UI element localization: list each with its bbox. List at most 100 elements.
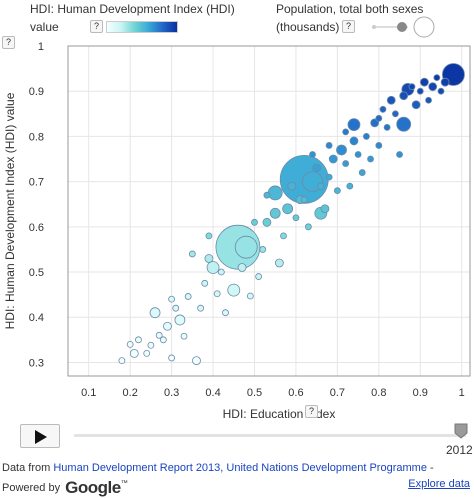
data-point[interactable] (396, 116, 412, 132)
data-point[interactable] (251, 218, 258, 226)
data-point[interactable] (280, 232, 287, 240)
data-point[interactable] (342, 128, 350, 136)
data-point[interactable] (379, 105, 387, 113)
data-point[interactable] (259, 246, 267, 253)
play-button[interactable] (20, 424, 60, 448)
data-point[interactable] (333, 187, 341, 195)
data-point[interactable] (188, 250, 196, 258)
data-point[interactable] (347, 118, 361, 132)
data-point[interactable] (201, 279, 209, 287)
data-point[interactable] (287, 181, 297, 191)
data-point[interactable] (237, 263, 247, 272)
data-point[interactable] (159, 336, 167, 344)
data-point[interactable] (425, 96, 432, 104)
data-point[interactable] (292, 214, 300, 222)
data-point[interactable] (354, 151, 362, 158)
data-point[interactable] (375, 142, 383, 149)
y-axis-help-button[interactable]: ? (2, 36, 15, 49)
data-point[interactable] (362, 133, 370, 140)
x-tick-label: 0.5 (247, 387, 262, 399)
data-point[interactable] (204, 254, 214, 263)
data-point[interactable] (206, 261, 220, 274)
data-point[interactable] (437, 87, 445, 95)
data-point[interactable] (300, 196, 308, 204)
data-point[interactable] (392, 110, 399, 118)
data-point[interactable] (147, 341, 155, 349)
time-slider-track[interactable] (74, 434, 466, 437)
data-point[interactable] (342, 160, 350, 167)
size-scale-icon[interactable] (368, 14, 438, 40)
data-point[interactable] (205, 232, 213, 240)
data-point[interactable] (367, 155, 374, 163)
size-legend-title: Population, total both sexes (276, 2, 424, 16)
explore-data-link[interactable]: Explore data (408, 478, 470, 490)
data-point[interactable] (168, 354, 176, 362)
data-point[interactable] (383, 123, 391, 131)
data-point[interactable] (349, 136, 359, 146)
color-legend-help-button[interactable]: ? (90, 20, 103, 33)
data-point[interactable] (325, 173, 333, 181)
data-point[interactable] (420, 77, 429, 87)
data-point[interactable] (197, 304, 205, 312)
data-point[interactable] (396, 151, 403, 158)
data-point[interactable] (416, 87, 424, 95)
data-point[interactable] (408, 83, 416, 91)
data-point[interactable] (274, 258, 284, 268)
data-point[interactable] (184, 293, 192, 300)
data-point[interactable] (118, 357, 126, 365)
data-point[interactable] (428, 82, 438, 92)
x-tick-label: 0.9 (413, 387, 428, 399)
data-point[interactable] (328, 154, 338, 164)
y-tick-label: 0.3 (29, 357, 44, 369)
data-point[interactable] (267, 185, 283, 201)
data-point[interactable] (440, 77, 450, 87)
playback-controls: 2012 (0, 418, 474, 462)
x-tick-label: 0.1 (81, 387, 96, 399)
time-slider-thumb[interactable] (453, 423, 469, 439)
data-point[interactable] (269, 207, 281, 219)
data-point[interactable] (149, 307, 161, 319)
year-label: 2012 (446, 443, 473, 457)
source-prefix: Data from (2, 462, 51, 474)
source-suffix: - (430, 462, 434, 474)
data-point[interactable] (192, 356, 201, 366)
source-link[interactable]: Human Development Report 2013, United Na… (53, 462, 427, 474)
x-axis-help-button[interactable]: ? (305, 405, 318, 418)
data-point[interactable] (172, 304, 180, 312)
data-point[interactable] (433, 74, 441, 82)
data-point[interactable] (325, 142, 333, 149)
color-gradient-bar[interactable] (106, 21, 178, 33)
data-point[interactable] (263, 191, 271, 199)
data-point[interactable] (317, 182, 325, 190)
data-point[interactable] (217, 268, 225, 276)
data-point[interactable] (358, 169, 366, 176)
data-point[interactable] (174, 314, 186, 326)
data-point[interactable] (222, 309, 229, 317)
data-point[interactable] (375, 114, 383, 122)
data-point[interactable] (163, 321, 172, 331)
data-point[interactable] (135, 336, 142, 344)
data-point[interactable] (255, 273, 263, 280)
data-point[interactable] (168, 295, 176, 303)
data-point[interactable] (309, 151, 316, 158)
data-point[interactable] (143, 349, 151, 357)
data-point[interactable] (312, 163, 322, 173)
data-point[interactable] (129, 348, 139, 358)
data-point[interactable] (155, 331, 163, 339)
data-point[interactable] (227, 283, 241, 297)
data-point[interactable] (126, 340, 134, 348)
data-point[interactable] (336, 144, 347, 156)
size-legend-help-button[interactable]: ? (342, 20, 355, 33)
data-point[interactable] (180, 332, 188, 340)
data-point[interactable] (234, 235, 258, 259)
data-point[interactable] (399, 91, 409, 101)
data-point[interactable] (262, 217, 272, 227)
data-point[interactable] (346, 182, 354, 190)
data-point[interactable] (304, 223, 312, 231)
data-point[interactable] (411, 100, 421, 110)
data-point[interactable] (213, 290, 221, 298)
data-point[interactable] (282, 203, 294, 215)
data-point[interactable] (246, 292, 254, 300)
data-point[interactable] (320, 204, 330, 214)
data-point[interactable] (386, 95, 396, 105)
